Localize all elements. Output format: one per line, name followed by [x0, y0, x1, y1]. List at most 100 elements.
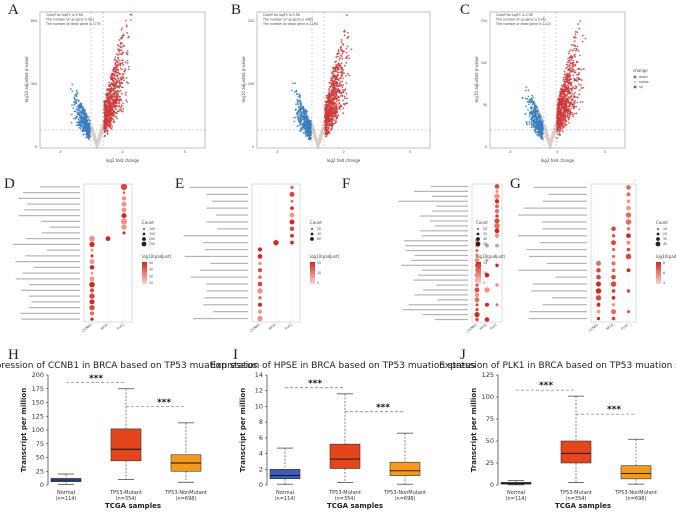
- up-gene-point: [325, 131, 328, 134]
- up-gene-point: [108, 90, 111, 93]
- up-gene-point: [346, 45, 349, 48]
- stable-gene-point: [100, 133, 103, 136]
- down-gene-point: [536, 127, 539, 130]
- up-gene-point: [341, 71, 344, 74]
- up-gene-point: [567, 92, 570, 94]
- up-gene-point: [345, 82, 348, 84]
- up-gene-point: [113, 80, 115, 82]
- up-gene-point: [337, 55, 339, 58]
- up-gene-point: [577, 23, 579, 25]
- up-gene-point: [344, 89, 346, 92]
- up-gene-point: [331, 102, 334, 105]
- down-gene-point: [538, 131, 540, 134]
- up-gene-point: [121, 86, 123, 89]
- up-gene-point: [569, 73, 571, 75]
- up-gene-point: [110, 96, 113, 99]
- up-gene-point: [331, 77, 333, 80]
- up-gene-point: [126, 62, 129, 64]
- up-gene-point: [577, 73, 579, 76]
- up-gene-point: [340, 74, 343, 77]
- up-gene-point: [117, 92, 119, 95]
- up-gene-point: [341, 69, 344, 71]
- up-gene-point: [122, 45, 124, 48]
- volcano-xtick: 5: [184, 150, 186, 154]
- up-gene-point: [567, 114, 569, 117]
- stable-gene-point: [546, 136, 549, 139]
- up-gene-point: [338, 52, 340, 55]
- up-gene-point: [566, 80, 568, 83]
- up-gene-point: [123, 45, 126, 47]
- up-gene-point: [341, 52, 344, 55]
- up-gene-point: [325, 108, 328, 110]
- up-gene-point: [558, 133, 561, 136]
- down-gene-point: [76, 124, 79, 127]
- down-gene-point: [308, 123, 311, 125]
- up-gene-point: [125, 81, 128, 83]
- volcano-ylabel: -log10 adjusted p-value: [241, 56, 246, 104]
- up-gene-point: [338, 99, 341, 102]
- up-gene-point: [338, 82, 341, 84]
- up-gene-point: [120, 92, 123, 95]
- up-gene-point: [110, 94, 113, 97]
- up-gene-point: [338, 91, 341, 94]
- up-gene-point: [341, 80, 343, 83]
- up-gene-point: [125, 24, 128, 27]
- up-gene-point: [121, 78, 123, 81]
- down-gene-point: [530, 112, 533, 115]
- up-gene-point: [333, 87, 336, 90]
- volcano-panel-b: B Cutoff for logFC is 0.58 The number of …: [225, 0, 450, 170]
- plot-frame: [256, 11, 431, 149]
- down-gene-point: [533, 114, 535, 117]
- up-gene-point: [333, 80, 336, 83]
- up-gene-point: [331, 118, 334, 121]
- up-gene-point: [116, 81, 119, 84]
- down-gene-point: [77, 107, 80, 110]
- up-gene-point: [569, 67, 571, 70]
- down-gene-point: [536, 133, 538, 136]
- up-gene-point: [104, 118, 107, 120]
- down-gene-point: [539, 131, 542, 133]
- up-gene-point: [333, 119, 335, 122]
- down-gene-point: [85, 123, 88, 126]
- down-gene-point: [74, 110, 77, 113]
- up-gene-point: [327, 102, 330, 104]
- up-gene-point: [336, 117, 338, 120]
- down-gene-point: [299, 117, 302, 119]
- up-gene-point: [578, 71, 581, 74]
- up-gene-point: [571, 70, 574, 73]
- down-gene-point: [292, 82, 294, 84]
- down-gene-point: [82, 121, 84, 124]
- down-gene-point: [540, 135, 543, 138]
- up-gene-point: [333, 98, 336, 100]
- down-gene-point: [530, 124, 533, 127]
- up-gene-point: [126, 50, 129, 52]
- volcano-header-line: Cutoff for logFC is 0.58: [263, 13, 300, 17]
- up-gene-point: [118, 95, 121, 98]
- down-gene-point: [75, 99, 78, 102]
- up-gene-point: [581, 34, 584, 37]
- down-gene-point: [87, 137, 90, 140]
- down-gene-point: [84, 125, 86, 128]
- up-gene-point: [328, 109, 331, 111]
- down-gene-point: [293, 120, 296, 123]
- up-gene-point: [336, 97, 339, 99]
- up-gene-point: [115, 108, 118, 110]
- up-gene-point: [116, 89, 119, 92]
- up-gene-point: [569, 74, 571, 77]
- down-gene-point: [531, 94, 534, 97]
- down-gene-point: [73, 97, 76, 100]
- up-gene-point: [343, 97, 346, 100]
- up-gene-point: [114, 75, 116, 78]
- up-gene-point: [562, 121, 565, 124]
- up-gene-point: [565, 105, 568, 107]
- up-gene-point: [331, 72, 333, 75]
- down-gene-point: [528, 123, 531, 125]
- up-gene-point: [559, 125, 562, 128]
- up-gene-point: [566, 115, 568, 118]
- up-gene-point: [107, 110, 109, 112]
- up-gene-point: [563, 92, 566, 95]
- down-gene-point: [73, 110, 76, 113]
- down-gene-point: [527, 95, 530, 98]
- up-gene-point: [334, 111, 336, 114]
